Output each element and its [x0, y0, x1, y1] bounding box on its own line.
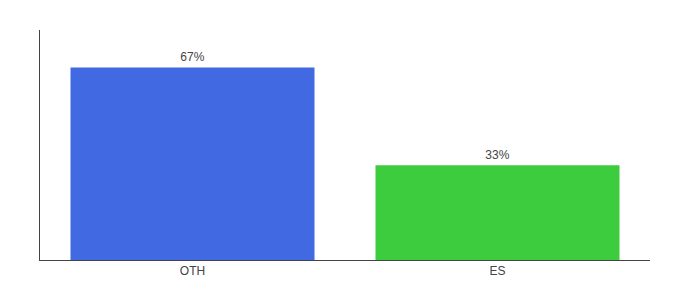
svg-text:33%: 33%	[485, 148, 509, 162]
svg-text:67%: 67%	[180, 50, 204, 64]
svg-text:ES: ES	[489, 264, 505, 278]
svg-text:OTH: OTH	[180, 264, 205, 278]
